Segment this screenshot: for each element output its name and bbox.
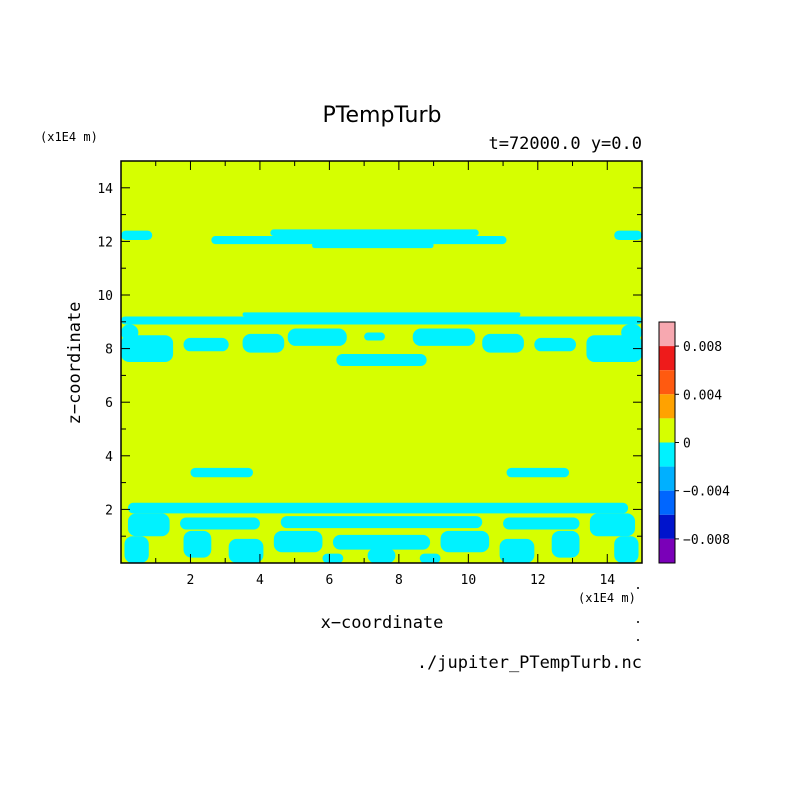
negative-region-27 <box>124 536 149 563</box>
plot-frame <box>120 160 643 564</box>
colorbar-tick-label: −0.008 <box>683 533 730 548</box>
colorbar-level-5 <box>659 442 675 467</box>
negative-region-35 <box>332 534 431 550</box>
negative-region-38 <box>419 553 441 563</box>
negative-region-3 <box>270 229 479 237</box>
colorbar-level-9 <box>659 538 675 563</box>
y-tick-label: 8 <box>105 343 113 358</box>
negative-region-1 <box>614 230 642 241</box>
negative-region-19 <box>190 467 253 478</box>
negative-region-22 <box>127 513 170 537</box>
negative-region-12 <box>242 333 285 353</box>
negative-region-20 <box>506 467 570 478</box>
colorbar-level-7 <box>659 490 675 515</box>
negative-region-17 <box>336 353 427 367</box>
y-tick-label: 6 <box>105 396 113 411</box>
negative-region-21 <box>127 502 629 514</box>
x-tick-label: 12 <box>530 573 546 588</box>
negative-region-13 <box>287 328 347 346</box>
colorbar: 0.008 0.004 0 −0.004 −0.008 <box>658 321 730 564</box>
colorbar-tick-label: 0.008 <box>683 340 722 355</box>
negative-region-26 <box>280 516 483 529</box>
x-tick-label: 10 <box>461 573 477 588</box>
negative-region-16 <box>534 337 577 352</box>
y-unit-label: (x1E4 m) <box>40 130 98 144</box>
negative-region-25 <box>503 517 580 530</box>
negative-region-15 <box>482 333 524 353</box>
negative-region-0 <box>121 230 153 241</box>
source-file-label: ./jupiter_PTempTurb.nc <box>417 653 642 673</box>
colorbar-level-8 <box>659 514 675 539</box>
colorbar-tick-label: −0.004 <box>683 485 730 500</box>
colorbar-level-6 <box>659 466 675 491</box>
x-axis-label: x−coordinate <box>321 613 444 633</box>
x-unit-label: (x1E4 m) <box>578 591 636 605</box>
negative-region-9 <box>121 335 174 362</box>
negative-region-6 <box>242 312 521 317</box>
plot-area <box>121 161 642 563</box>
negative-region-37 <box>322 553 344 563</box>
x-tick-label: 8 <box>395 573 403 588</box>
negative-region-23 <box>589 513 636 537</box>
negative-region-31 <box>228 538 264 563</box>
negative-region-30 <box>551 530 580 558</box>
y-tick-label: 10 <box>97 289 113 304</box>
y-tick-label: 12 <box>97 235 113 250</box>
x-tick-label: 14 <box>599 573 615 588</box>
colorbar-tick-label: 0 <box>683 437 691 452</box>
negative-region-33 <box>273 530 323 553</box>
negative-region-18 <box>364 332 385 341</box>
negative-region-4 <box>312 242 434 249</box>
colorbar-tick-label: 0.004 <box>683 388 722 403</box>
y-tick-label: 14 <box>97 182 113 197</box>
y-tick-label: 4 <box>105 450 113 465</box>
colorbar-level-1 <box>659 346 675 371</box>
negative-region-11 <box>183 337 229 352</box>
negative-region-10 <box>586 335 642 362</box>
y-axis-label: z−coordinate <box>65 302 85 425</box>
negative-region-32 <box>499 538 535 563</box>
colorbar-level-0 <box>659 322 675 347</box>
negative-region-24 <box>180 517 260 530</box>
colorbar-level-2 <box>659 370 675 395</box>
chart-subtitle: t=72000.0 y=0.0 <box>488 134 642 154</box>
negative-region-2 <box>211 236 507 245</box>
negative-region-34 <box>440 530 490 553</box>
chart-title: PTempTurb <box>323 103 442 128</box>
colorbar-level-3 <box>659 394 675 419</box>
negative-region-28 <box>614 536 639 563</box>
x-tick-label: 4 <box>256 573 264 588</box>
x-tick-label: 6 <box>325 573 333 588</box>
marker-dots <box>637 587 639 641</box>
negative-region-29 <box>183 530 212 558</box>
negative-region-5 <box>121 316 642 325</box>
y-tick-label: 2 <box>105 503 113 518</box>
negative-region-36 <box>367 548 396 563</box>
negative-region-14 <box>412 328 476 346</box>
colorbar-level-4 <box>659 418 675 443</box>
x-tick-label: 2 <box>187 573 195 588</box>
axes: 2 4 6 8 10 12 14 2 4 6 8 10 12 14 <box>97 160 643 588</box>
